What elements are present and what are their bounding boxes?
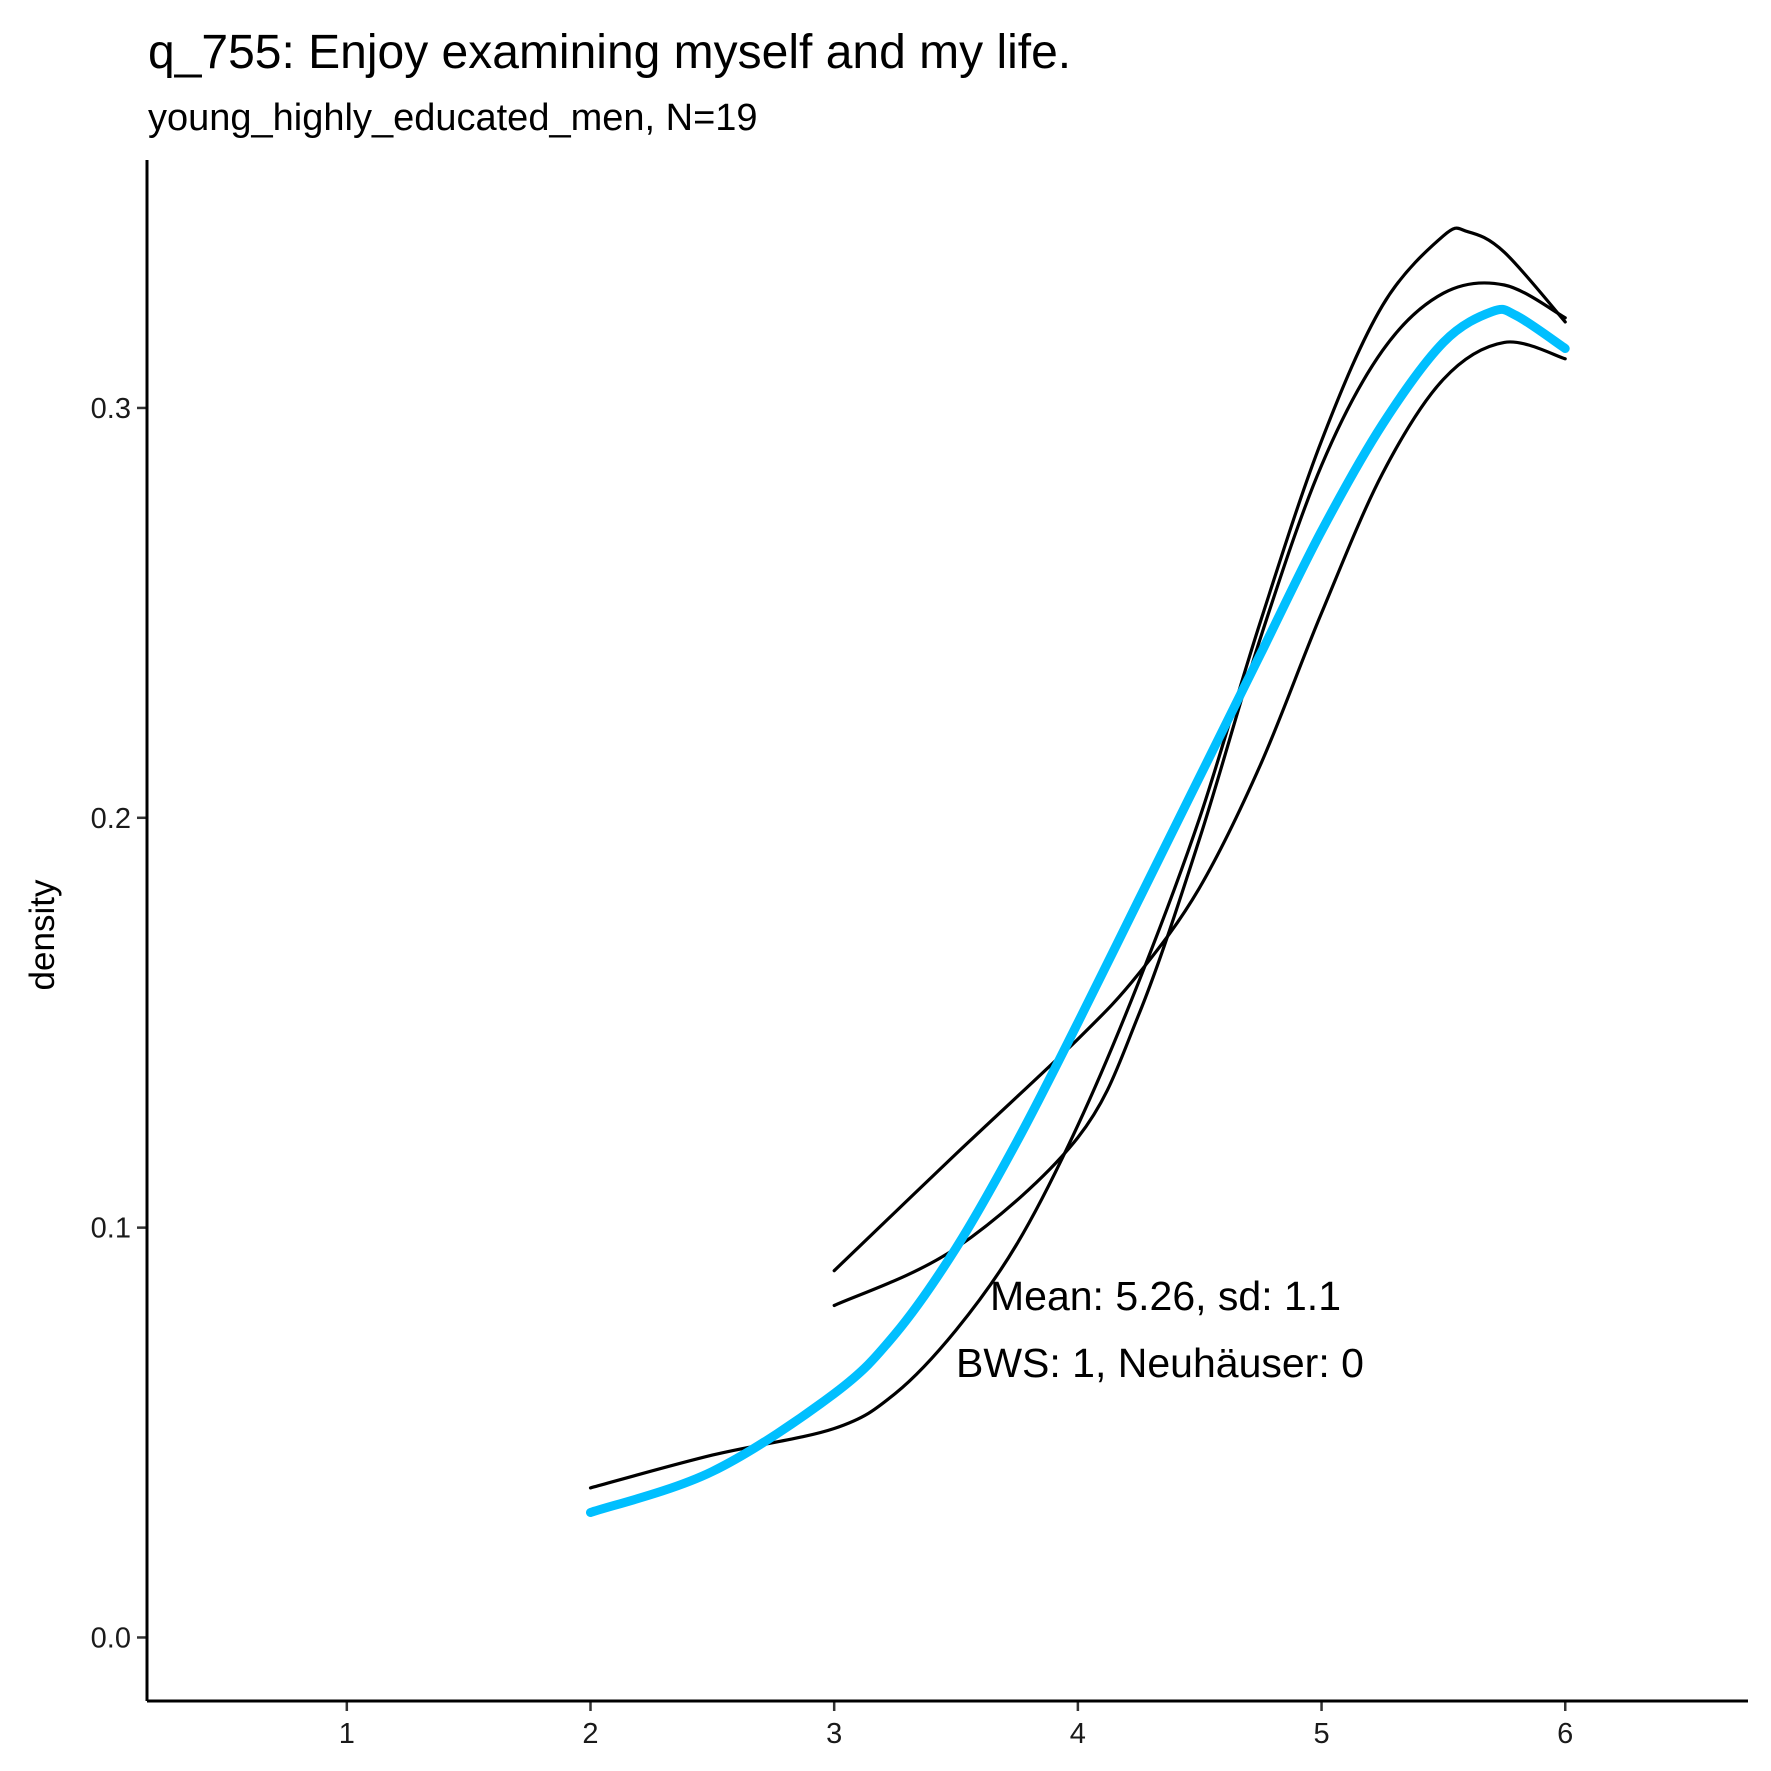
x-tick-label: 3 <box>826 1718 842 1750</box>
density-line-3 <box>832 340 1567 1273</box>
annotation-bws-neuhauser: BWS: 1, Neuhäuser: 0 <box>956 1340 1364 1386</box>
annotation-mean-sd: Mean: 5.26, sd: 1.1 <box>990 1273 1341 1319</box>
x-tick-label: 1 <box>339 1718 355 1750</box>
y-tick-label: 0.2 <box>91 803 131 835</box>
x-axis-ticks: 1 2 3 4 5 6 <box>339 1701 1573 1750</box>
y-tick-label: 0.3 <box>91 393 131 425</box>
fitted-density-line <box>586 304 1570 1517</box>
y-tick-label: 0.0 <box>91 1622 131 1654</box>
density-line-1 <box>588 226 1567 1490</box>
x-tick-label: 2 <box>582 1718 598 1750</box>
x-tick-label: 6 <box>1557 1718 1573 1750</box>
y-tick-label: 0.1 <box>91 1213 131 1245</box>
x-tick-label: 5 <box>1313 1718 1329 1750</box>
chart-title: q_755: Enjoy examining myself and my lif… <box>148 26 1071 79</box>
y-axis-title: density <box>23 879 62 990</box>
chart-subtitle: young_highly_educated_men, N=19 <box>148 97 758 139</box>
y-axis-ticks: 0.0 0.1 0.2 0.3 <box>91 393 147 1654</box>
x-tick-label: 4 <box>1070 1718 1086 1750</box>
series-layer <box>586 226 1570 1517</box>
